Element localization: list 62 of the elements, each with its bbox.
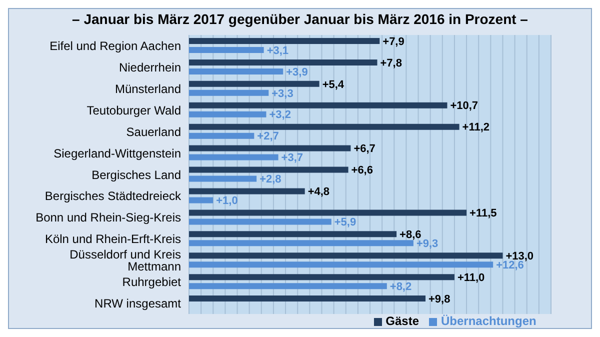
bar [189, 283, 387, 290]
bar [189, 80, 320, 87]
data-label: +6,6 [351, 164, 373, 177]
bar [189, 197, 214, 204]
bar [189, 90, 269, 96]
y-tick-label: NRW insgesamt [94, 296, 182, 311]
y-tick-label: Eifel und Region Aachen [50, 38, 181, 53]
bar [189, 240, 414, 246]
bar [189, 132, 254, 139]
data-label: +11,2 [462, 122, 490, 134]
bar [189, 166, 348, 173]
chart-title: – Januar bis März 2017 gegenüber Januar bis März 2016 in Prozent – [71, 10, 529, 29]
y-tick-label: Bergisches Städtedreieck [44, 189, 182, 204]
y-tick-label: Teutoburger Wald [86, 103, 181, 118]
data-label: +3,3 [272, 88, 294, 100]
bar [189, 59, 378, 66]
bar [189, 176, 257, 182]
bar [189, 145, 351, 152]
data-label: +2,8 [260, 174, 282, 186]
bar [189, 274, 454, 280]
data-label: +10,7 [450, 100, 478, 112]
data-label: +3,7 [281, 152, 304, 164]
bar [189, 102, 448, 108]
data-label: +5,9 [334, 216, 356, 229]
data-label: +7,9 [382, 36, 404, 48]
data-label: +11,5 [470, 208, 497, 220]
data-label: +7,8 [380, 57, 402, 70]
data-label: +5,4 [322, 78, 345, 91]
y-tick-label: Düsseldorf und Kreis Mettmann [70, 248, 181, 274]
bar [189, 210, 467, 216]
legend-label: Übernachtungen [441, 314, 536, 328]
bar [189, 252, 503, 259]
data-label: +4,8 [308, 186, 330, 198]
y-tick-label: Bonn und Rhein-Sieg-Kreis [36, 210, 181, 225]
data-label: +2,7 [257, 130, 279, 143]
bar [189, 218, 332, 225]
data-label: +3,9 [286, 66, 308, 78]
bar [189, 231, 397, 238]
bar [189, 296, 426, 302]
data-label: +9,8 [428, 293, 450, 306]
bar [189, 68, 284, 74]
data-label: +8,2 [390, 280, 412, 293]
y-tick-label: Münsterland [114, 82, 181, 96]
bar [189, 154, 278, 160]
bar [189, 111, 266, 118]
data-label: +3,2 [269, 109, 291, 122]
bar [189, 262, 494, 268]
data-label: +11,0 [457, 272, 485, 284]
y-tick-label: Ruhrgebiet [122, 275, 182, 290]
data-label: +1,0 [216, 195, 238, 208]
y-tick-label: Sauerland [126, 124, 181, 139]
bar [189, 38, 380, 44]
y-tick-label: Siegerland-Wittgenstein [54, 146, 181, 160]
y-tick-label: Niederrhein [118, 60, 181, 74]
y-tick-label: Köln und Rhein-Erft-Kreis [44, 232, 181, 246]
data-label: +6,7 [354, 143, 376, 156]
y-tick-label: Bergisches Land [92, 168, 181, 182]
bar [189, 188, 305, 194]
bar [189, 124, 460, 130]
data-label: +3,1 [266, 44, 289, 57]
legend-label: Gäste [386, 314, 419, 328]
bar [189, 47, 264, 54]
